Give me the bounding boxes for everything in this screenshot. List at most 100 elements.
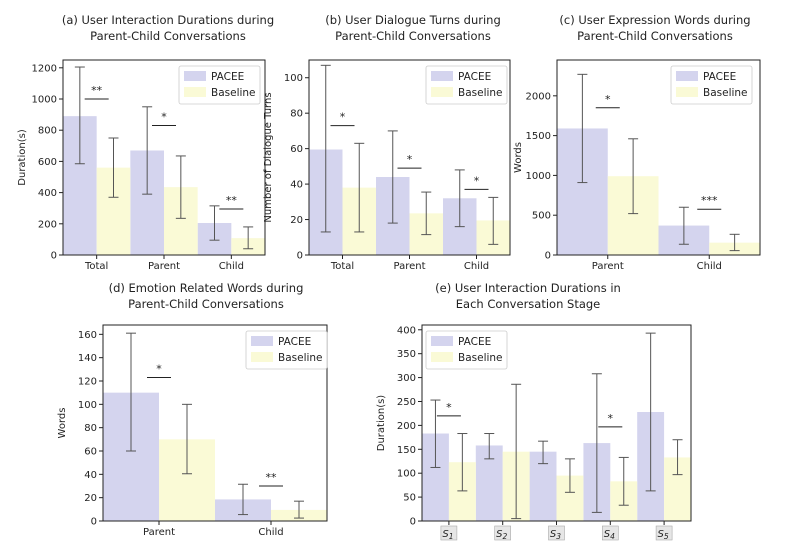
x-tick-label: Parent: [143, 527, 175, 538]
y-tick-label: 250: [397, 397, 416, 408]
y-tick-label: 0: [545, 251, 551, 262]
significance-label: *: [605, 93, 611, 106]
x-tick-label: S3: [550, 529, 561, 541]
significance-label: **: [91, 84, 103, 97]
legend-label: Baseline: [703, 87, 748, 99]
y-tick-label: 0: [410, 517, 416, 528]
legend-label: Baseline: [458, 87, 503, 99]
chart-panel-3: (d) Emotion Related Words during Parent-C…: [57, 281, 328, 538]
x-tick-label-box: [655, 525, 673, 541]
y-tick-label: 140: [78, 353, 97, 364]
x-tick-label-sub: 1: [449, 532, 454, 541]
x-tick-label: S5: [658, 529, 669, 541]
x-tick-label-sub: 3: [556, 532, 561, 541]
legend-swatch: [184, 71, 206, 81]
y-tick-label: 600: [38, 157, 57, 168]
legend-label: Baseline: [458, 352, 503, 364]
y-tick-label: 0: [91, 517, 97, 528]
x-tick-label-sub: 4: [610, 532, 615, 541]
x-tick-label-sub: 5: [664, 532, 669, 541]
x-tick-label: Child: [464, 261, 489, 272]
chart-panel-4: (e) User Interaction Durations in Each Co…: [376, 281, 692, 541]
significance-label: *: [407, 153, 413, 166]
y-tick-label: 0: [51, 251, 57, 262]
significance-label: *: [156, 363, 162, 376]
y-tick-label: 200: [38, 219, 57, 230]
significance-label: **: [266, 471, 278, 484]
legend-swatch: [431, 336, 453, 346]
legend-swatch: [251, 336, 273, 346]
chart-panel-1: (b) User Dialogue Turns during Parent-Chi…: [263, 13, 511, 272]
y-tick-label: 80: [84, 423, 97, 434]
y-tick-label: 0: [297, 251, 303, 262]
y-tick-label: 800: [38, 126, 57, 137]
significance-label: *: [161, 111, 167, 124]
y-tick-label: 200: [397, 421, 416, 432]
legend-swatch: [431, 87, 453, 97]
y-tick-label: 300: [397, 373, 416, 384]
x-tick-label-box: [440, 525, 458, 541]
legend-swatch: [251, 352, 273, 362]
x-tick-label: Child: [258, 527, 283, 538]
y-tick-label: 50: [403, 493, 416, 504]
y-tick-label: 100: [284, 73, 303, 84]
legend-label: Baseline: [278, 352, 323, 364]
x-tick-label: S4: [604, 529, 615, 541]
x-tick-label: Total: [84, 261, 108, 272]
x-tick-label-box: [601, 525, 619, 541]
significance-label: *: [446, 401, 452, 414]
y-tick-label: 100: [397, 469, 416, 480]
y-tick-label: 1000: [526, 171, 551, 182]
y-tick-label: 20: [84, 493, 97, 504]
legend-label: PACEE: [458, 71, 491, 83]
y-tick-label: 2000: [526, 91, 551, 102]
x-tick-label: S1: [442, 529, 453, 541]
chart-title-line: Parent-Child Conversations: [335, 29, 491, 43]
x-tick-label-box: [494, 525, 512, 541]
legend-label: PACEE: [703, 71, 736, 83]
y-tick-label: 100: [78, 400, 97, 411]
legend-label: PACEE: [211, 71, 244, 83]
y-tick-label: 500: [532, 211, 551, 222]
y-tick-label: 80: [290, 109, 303, 120]
x-tick-label: Child: [219, 261, 244, 272]
chart-title-line: (b) User Dialogue Turns during: [325, 13, 501, 27]
x-tick-label: Parent: [148, 261, 180, 272]
chart-title-line: Parent-Child Conversations: [577, 29, 733, 43]
legend-swatch: [184, 87, 206, 97]
y-tick-label: 1500: [526, 131, 551, 142]
chart-title-line: (c) User Expression Words during: [559, 13, 750, 27]
y-tick-label: 350: [397, 349, 416, 360]
y-tick-label: 400: [38, 188, 57, 199]
x-tick-label: Total: [330, 261, 354, 272]
chart-title-line: (d) Emotion Related Words during: [109, 281, 304, 295]
y-axis-label: Duration(s): [376, 395, 387, 452]
y-tick-label: 1200: [32, 63, 57, 74]
x-tick-label: Parent: [592, 261, 624, 272]
y-tick-label: 60: [84, 447, 97, 458]
legend-label: Baseline: [211, 87, 256, 99]
chart-title-line: Parent-Child Conversations: [90, 29, 246, 43]
x-tick-label: S2: [496, 529, 507, 541]
y-tick-label: 120: [78, 377, 97, 388]
legend-swatch: [676, 71, 698, 81]
chart-title-line: (e) User Interaction Durations in: [435, 281, 621, 295]
significance-label: *: [608, 412, 614, 425]
y-tick-label: 400: [397, 325, 416, 336]
y-tick-label: 150: [397, 445, 416, 456]
y-axis-label: Duration(s): [17, 129, 28, 186]
y-tick-label: 160: [78, 330, 97, 341]
plot-frame: [556, 59, 761, 256]
x-tick-label-box: [548, 525, 565, 541]
y-tick-label: 1000: [32, 95, 57, 106]
chart-panel-0: (a) User Interaction Durations during Par…: [17, 13, 274, 272]
y-tick-label: 20: [290, 215, 303, 226]
y-axis-label: Words: [57, 408, 68, 439]
significance-label: ***: [701, 194, 718, 207]
legend-swatch: [676, 87, 698, 97]
legend-label: PACEE: [278, 336, 311, 348]
significance-label: **: [226, 194, 238, 207]
chart-panel-2: (c) User Expression Words during Parent-C…: [513, 13, 761, 272]
legend-swatch: [431, 71, 453, 81]
y-tick-label: 40: [84, 470, 97, 481]
